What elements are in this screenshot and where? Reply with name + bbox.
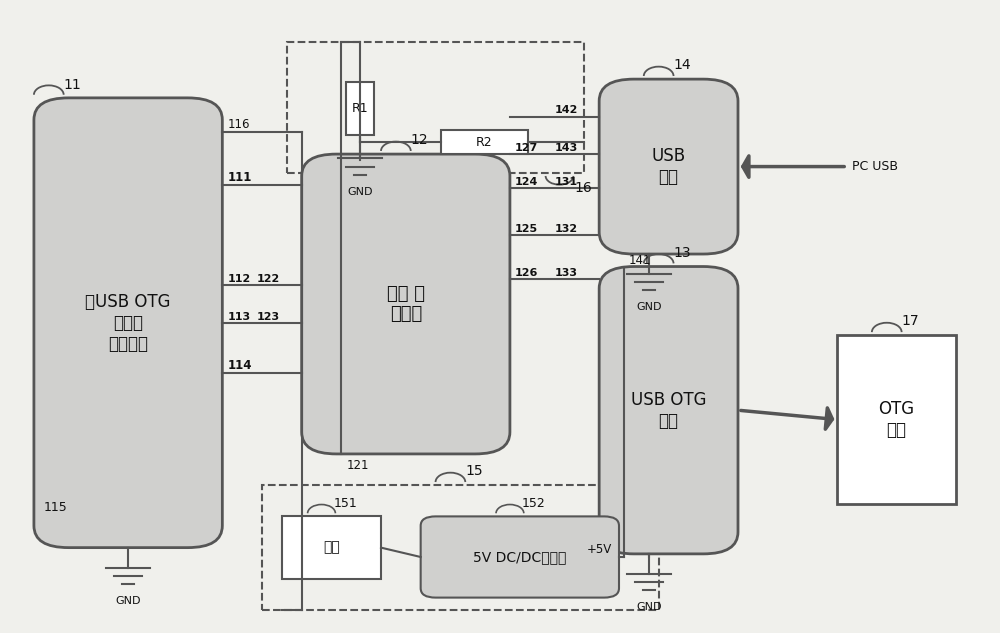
Text: PC USB: PC USB bbox=[852, 160, 898, 173]
Text: 17: 17 bbox=[902, 315, 919, 329]
Text: 113: 113 bbox=[227, 311, 250, 322]
Text: GND: GND bbox=[636, 302, 662, 312]
Text: 143: 143 bbox=[555, 143, 578, 153]
Bar bbox=[282, 517, 381, 579]
Text: 126: 126 bbox=[515, 268, 538, 278]
FancyBboxPatch shape bbox=[599, 79, 738, 254]
Bar bbox=[837, 335, 956, 504]
Text: 142: 142 bbox=[555, 105, 578, 115]
Text: 5V DC/DC转换器: 5V DC/DC转换器 bbox=[473, 550, 567, 564]
Text: 127: 127 bbox=[515, 143, 538, 153]
Text: GND: GND bbox=[347, 187, 373, 197]
FancyBboxPatch shape bbox=[34, 98, 222, 548]
FancyBboxPatch shape bbox=[421, 517, 619, 598]
Bar bbox=[287, 42, 584, 173]
Text: 带USB OTG
功能的
微控制器: 带USB OTG 功能的 微控制器 bbox=[85, 293, 171, 353]
Text: 115: 115 bbox=[44, 501, 68, 513]
Text: 124: 124 bbox=[515, 177, 538, 187]
Text: R1: R1 bbox=[352, 103, 368, 115]
Text: 125: 125 bbox=[515, 224, 538, 234]
Bar bbox=[262, 485, 659, 610]
Text: 电源: 电源 bbox=[323, 541, 340, 555]
Text: 112: 112 bbox=[227, 274, 251, 284]
Text: 16: 16 bbox=[574, 182, 592, 196]
Bar bbox=[441, 130, 528, 154]
Text: R2: R2 bbox=[476, 135, 492, 149]
Text: 151: 151 bbox=[333, 498, 357, 510]
Text: 131: 131 bbox=[555, 177, 578, 187]
FancyBboxPatch shape bbox=[302, 154, 510, 454]
Text: 116: 116 bbox=[227, 118, 250, 131]
Text: 133: 133 bbox=[555, 268, 578, 278]
Text: 111: 111 bbox=[227, 172, 252, 184]
Text: 13: 13 bbox=[674, 246, 691, 260]
Text: 132: 132 bbox=[555, 224, 578, 234]
Text: 12: 12 bbox=[411, 134, 428, 147]
Text: 15: 15 bbox=[465, 465, 483, 479]
Text: 121: 121 bbox=[346, 459, 369, 472]
Bar bbox=[346, 82, 374, 135]
Text: GND: GND bbox=[115, 596, 141, 606]
Text: 11: 11 bbox=[64, 78, 81, 92]
Text: 123: 123 bbox=[257, 311, 280, 322]
Text: 14: 14 bbox=[674, 58, 691, 72]
Text: USB
接口: USB 接口 bbox=[652, 147, 686, 186]
Text: 152: 152 bbox=[522, 498, 546, 510]
Text: 切换 开
关芯片: 切换 开 关芯片 bbox=[387, 285, 425, 323]
Text: 122: 122 bbox=[257, 274, 280, 284]
Text: 114: 114 bbox=[227, 359, 252, 372]
Text: OTG
外设: OTG 外设 bbox=[879, 400, 915, 439]
Text: USB OTG
接口: USB OTG 接口 bbox=[631, 391, 706, 430]
Text: GND: GND bbox=[636, 602, 662, 612]
Text: 141: 141 bbox=[629, 254, 651, 266]
FancyBboxPatch shape bbox=[599, 266, 738, 554]
Text: +5V: +5V bbox=[586, 543, 612, 556]
